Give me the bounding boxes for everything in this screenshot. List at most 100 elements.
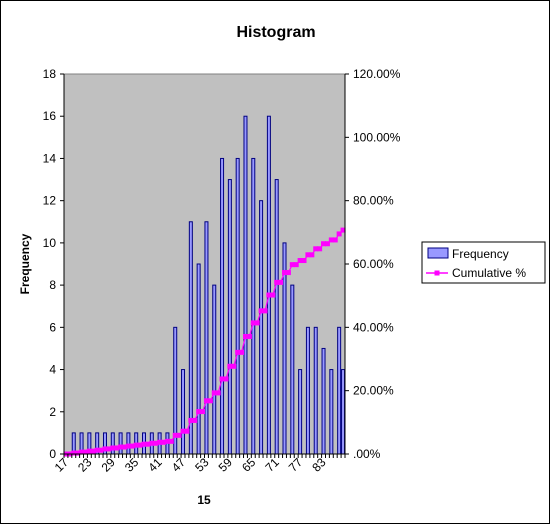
cumulative-point (133, 442, 139, 448)
cumulative-point (328, 237, 334, 243)
cumulative-point (211, 390, 217, 396)
left-tick-label: 14 (43, 151, 57, 165)
cumulative-point (79, 449, 85, 455)
left-tick-label: 16 (43, 109, 57, 123)
frequency-bar (329, 369, 334, 455)
cumulative-point (137, 442, 143, 448)
cumulative-point (180, 428, 186, 434)
right-tick-label: 40.00% (353, 320, 394, 334)
chart-title: Histogram (236, 24, 315, 41)
cumulative-point (164, 438, 170, 444)
left-tick-label: 10 (43, 236, 57, 250)
cumulative-point (118, 444, 124, 450)
left-tick-label: 0 (49, 447, 56, 461)
right-tick-label: 80.00% (353, 194, 394, 208)
frequency-bar (243, 115, 248, 455)
frequency-bar (321, 347, 326, 455)
legend-frequency-swatch (427, 247, 449, 259)
cumulative-point (313, 246, 319, 252)
frequency-bar (337, 326, 342, 455)
frequency-bar (126, 432, 131, 455)
cumulative-point (262, 308, 268, 314)
left-axis: 0 2 4 6 8 10 12 14 16 18 (43, 67, 65, 461)
cumulative-point (125, 443, 131, 449)
legend-frequency-label: Frequency (452, 247, 509, 261)
cumulative-point (266, 292, 272, 298)
cumulative-point (188, 417, 194, 423)
cumulative-point (246, 334, 252, 340)
frequency-bar (305, 326, 310, 455)
cumulative-line (63, 227, 346, 457)
frequency-bar (110, 432, 115, 455)
right-tick-label: .00% (353, 447, 381, 461)
right-axis: .00% 20.00% 40.00% 60.00% 80.00% 100.00% 120.0… (344, 67, 401, 461)
cumulative-point (157, 439, 163, 445)
cumulative-point (207, 398, 213, 404)
cumulative-point (161, 439, 167, 445)
frequency-bar (118, 432, 123, 455)
cumulative-point (258, 308, 264, 314)
frequency-bar (259, 200, 264, 455)
left-tick-label: 4 (49, 363, 56, 377)
cumulative-point (301, 258, 307, 264)
cumulative-point (149, 440, 155, 446)
cumulative-point (203, 398, 209, 404)
frequency-bar (235, 157, 240, 455)
cumulative-point (278, 279, 284, 285)
cumulative-point (231, 363, 237, 369)
left-tick-label: 8 (49, 278, 56, 292)
frequency-bar (227, 179, 232, 455)
cumulative-point (82, 449, 88, 455)
cumulative-point (110, 445, 116, 451)
cumulative-point (285, 270, 291, 276)
cumulative-point (317, 246, 323, 252)
cumulative-point (227, 363, 233, 369)
frequency-bar (290, 284, 295, 455)
cumulative-point (289, 262, 295, 268)
frequency-bar (251, 157, 256, 455)
cumulative-point (324, 241, 330, 247)
cumulative-point (305, 252, 311, 258)
x-axis: 17 23 29 35 41 47 53 59 65 71 77 83 (52, 453, 346, 475)
cumulative-point (141, 441, 147, 447)
cumulative-point (90, 448, 96, 454)
cumulative-point (297, 258, 303, 264)
cumulative-point (235, 349, 241, 355)
cumulative-point (98, 447, 104, 453)
cumulative-point (75, 450, 81, 456)
cumulative-point (321, 241, 327, 247)
cumulative-point (168, 438, 174, 444)
frequency-bar (204, 221, 209, 455)
cumulative-point (239, 349, 245, 355)
frequency-bar (220, 157, 225, 455)
cumulative-point (102, 446, 108, 452)
cumulative-point (293, 262, 299, 268)
legend-cumulative-label: Cumulative % (452, 266, 526, 280)
cumulative-point (121, 444, 127, 450)
cumulative-point (270, 292, 276, 298)
cumulative-point (196, 409, 202, 415)
cumulative-point (86, 448, 92, 454)
cumulative-point (274, 279, 280, 285)
right-tick-label: 60.00% (353, 257, 394, 271)
right-tick-label: 120.00% (353, 67, 401, 81)
cumulative-point (184, 428, 190, 434)
cumulative-point (176, 432, 182, 438)
cumulative-point (223, 376, 229, 382)
cumulative-point (242, 334, 248, 340)
cumulative-point (336, 231, 342, 237)
cumulative-point (172, 432, 178, 438)
left-tick-label: 18 (43, 67, 57, 81)
left-tick-label: 12 (43, 194, 57, 208)
frequency-bar (274, 179, 279, 455)
legend-cumulative-marker (434, 270, 440, 276)
cumulative-point (254, 320, 260, 326)
cumulative-point (94, 447, 100, 453)
cumulative-point (106, 446, 112, 452)
legend: Frequency Cumulative % (421, 241, 546, 284)
y-axis-label: Frequency (18, 233, 32, 294)
cumulative-point (309, 252, 315, 258)
cumulative-point (282, 270, 288, 276)
cumulative-point (215, 390, 221, 396)
